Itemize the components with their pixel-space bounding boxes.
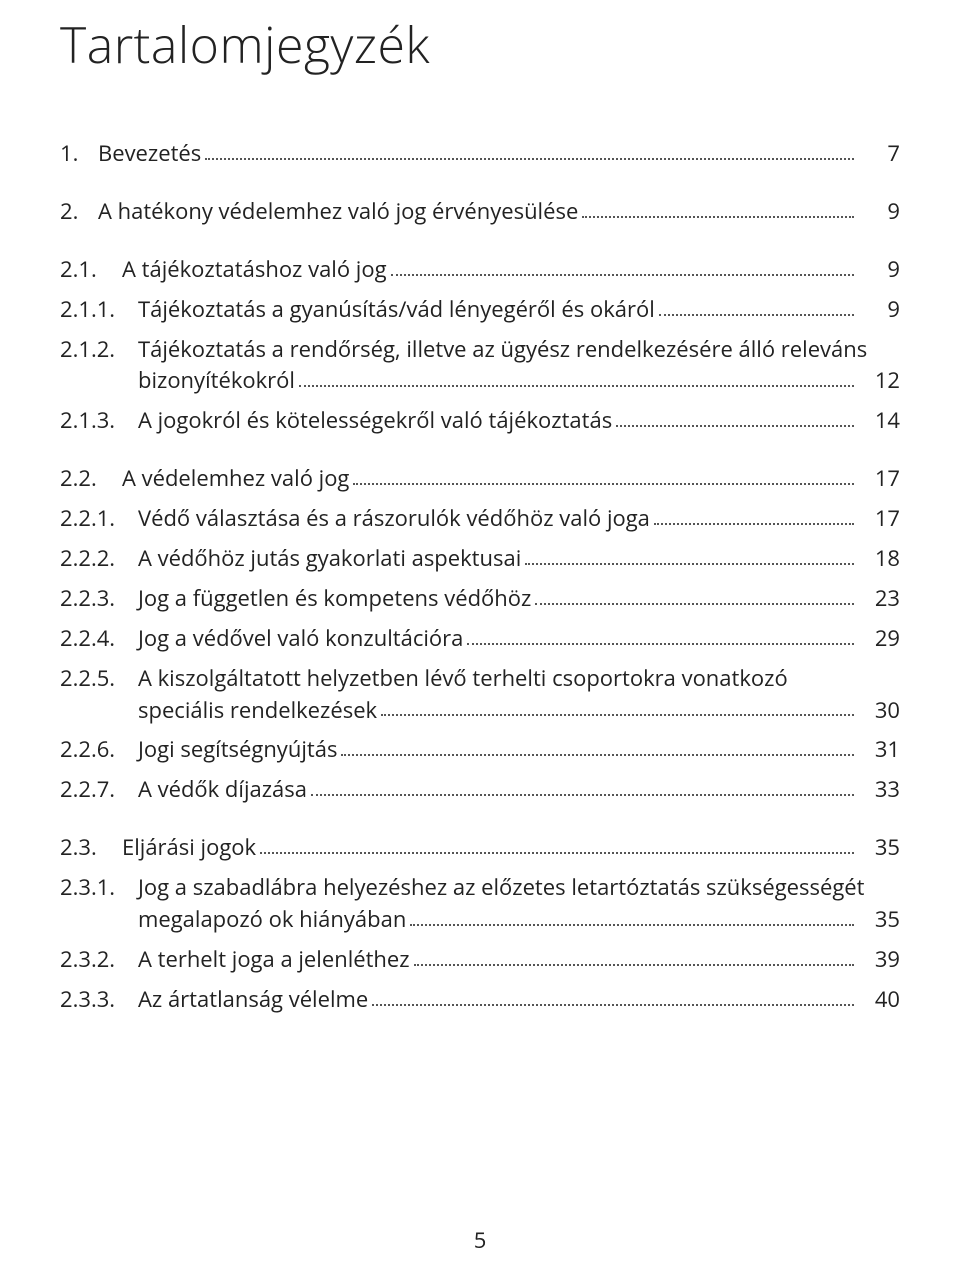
toc-entry-text-cont: bizonyítékokról <box>138 365 295 397</box>
toc-entry-number: 2.2.6. <box>60 734 138 766</box>
toc-entry-text: Bevezetés <box>98 138 201 170</box>
toc-entry-text: A terhelt joga a jelenléthez <box>138 944 410 976</box>
toc-entry-text: A védelemhez való jog <box>122 463 349 495</box>
toc-entry-text: A tájékoztatáshoz való jog <box>122 254 387 286</box>
toc-entry-text: Jog a védővel való konzultációra <box>138 623 463 655</box>
toc-entry-page: 14 <box>860 405 900 437</box>
toc-entry: 2.1.1.Tájékoztatás a gyanúsítás/vád lény… <box>60 294 900 326</box>
page-number-footer: 5 <box>0 1225 960 1255</box>
toc-entry-number: 2.2.4. <box>60 623 138 655</box>
toc-entry-number: 2.2.5. <box>60 663 138 695</box>
toc-entry-text: A védők díjazása <box>138 774 307 806</box>
toc-entry-page: 7 <box>860 138 900 170</box>
toc-entry-number: 1. <box>60 138 98 170</box>
toc-entry-page: 12 <box>860 365 900 397</box>
toc-entry-page: 40 <box>860 984 900 1016</box>
toc-entry: 1.Bevezetés 7 <box>60 138 900 170</box>
toc-entry-page: 9 <box>860 254 900 286</box>
page: Tartalomjegyzék 1.Bevezetés 7 2.A hatékony… <box>60 0 900 1016</box>
toc-entry: 2.2.2.A védőhöz jutás gyakorlati aspektu… <box>60 543 900 575</box>
toc-leader <box>582 216 854 218</box>
toc-entry-number: 2.2.1. <box>60 503 138 535</box>
table-of-contents: 1.Bevezetés 7 2.A hatékony védelemhez való… <box>60 138 900 1016</box>
toc-leader <box>616 425 854 427</box>
toc-entry-page: 35 <box>860 904 900 936</box>
toc-entry: 2.1.A tájékoztatáshoz való jog 9 <box>60 254 900 286</box>
toc-entry-page: 17 <box>860 463 900 495</box>
toc-entry: 2.3.3.Az ártatlanság vélelme 40 <box>60 984 900 1016</box>
toc-entry-text: Védő választása és a rászorulók védőhöz … <box>138 503 650 535</box>
toc-entry: 2.1.2.Tájékoztatás a rendőrség, illetve … <box>60 334 900 398</box>
toc-entry-number: 2.3.2. <box>60 944 138 976</box>
toc-entry-number: 2.3.1. <box>60 872 138 904</box>
toc-entry: 2.2.3.Jog a független és kompetens védőh… <box>60 583 900 615</box>
toc-entry-page: 23 <box>860 583 900 615</box>
toc-leader <box>311 794 854 796</box>
toc-leader <box>205 158 854 160</box>
toc-leader <box>372 1004 854 1006</box>
toc-entry-text: Az ártatlanság vélelme <box>138 984 368 1016</box>
toc-entry-number: 2.2.3. <box>60 583 138 615</box>
toc-entry-page: 31 <box>860 734 900 766</box>
toc-entry: 2.2.A védelemhez való jog 17 <box>60 463 900 495</box>
toc-entry-text: Eljárási jogok <box>122 832 256 864</box>
toc-entry: 2.3.1.Jog a szabadlábra helyezéshez az e… <box>60 872 900 936</box>
toc-leader <box>414 964 854 966</box>
toc-leader <box>341 754 854 756</box>
toc-entry-page: 18 <box>860 543 900 575</box>
toc-entry-page: 9 <box>860 294 900 326</box>
toc-entry-page: 30 <box>860 695 900 727</box>
toc-entry-page: 35 <box>860 832 900 864</box>
toc-entry-number: 2.1.2. <box>60 334 138 366</box>
toc-leader <box>381 714 854 716</box>
toc-entry-number: 2.3.3. <box>60 984 138 1016</box>
toc-entry-number: 2. <box>60 196 98 228</box>
toc-leader <box>659 314 854 316</box>
toc-entry-page: 9 <box>860 196 900 228</box>
toc-entry-text: Tájékoztatás a rendőrség, illetve az ügy… <box>138 334 867 366</box>
toc-entry: 2.A hatékony védelemhez való jog érvénye… <box>60 196 900 228</box>
toc-leader <box>353 483 854 485</box>
toc-entry-number: 2.2.2. <box>60 543 138 575</box>
toc-entry-number: 2.2. <box>60 463 122 495</box>
toc-entry: 2.2.4.Jog a védővel való konzultációra 29 <box>60 623 900 655</box>
toc-leader <box>535 603 854 605</box>
toc-leader <box>391 274 854 276</box>
toc-entry-text-cont: speciális rendelkezések <box>138 695 377 727</box>
toc-entry-text: Jog a független és kompetens védőhöz <box>138 583 531 615</box>
toc-entry: 2.3.2.A terhelt joga a jelenléthez 39 <box>60 944 900 976</box>
toc-entry: 2.1.3.A jogokról és kötelességekről való… <box>60 405 900 437</box>
toc-entry-text: A kiszolgáltatott helyzetben lévő terhel… <box>138 663 788 695</box>
toc-entry-number: 2.3. <box>60 832 122 864</box>
toc-entry: 2.3.Eljárási jogok 35 <box>60 832 900 864</box>
toc-entry-page: 33 <box>860 774 900 806</box>
toc-entry-number: 2.2.7. <box>60 774 138 806</box>
toc-entry-number: 2.1. <box>60 254 122 286</box>
toc-entry: 2.2.5.A kiszolgáltatott helyzetben lévő … <box>60 663 900 727</box>
toc-entry-page: 29 <box>860 623 900 655</box>
toc-leader <box>525 563 854 565</box>
page-title: Tartalomjegyzék <box>60 10 900 78</box>
toc-entry-text: Tájékoztatás a gyanúsítás/vád lényegéről… <box>138 294 655 326</box>
toc-entry: 2.2.1.Védő választása és a rászorulók vé… <box>60 503 900 535</box>
toc-leader <box>654 523 854 525</box>
toc-leader <box>260 852 854 854</box>
toc-entry: 2.2.6.Jogi segítségnyújtás 31 <box>60 734 900 766</box>
toc-entry-text: Jog a szabadlábra helyezéshez az előzete… <box>138 872 864 904</box>
toc-entry-text: A jogokról és kötelességekről való tájék… <box>138 405 612 437</box>
toc-entry-number: 2.1.1. <box>60 294 138 326</box>
toc-entry-page: 17 <box>860 503 900 535</box>
toc-entry-text-cont: megalapozó ok hiányában <box>138 904 406 936</box>
toc-leader <box>299 385 854 387</box>
toc-entry-page: 39 <box>860 944 900 976</box>
toc-entry-number: 2.1.3. <box>60 405 138 437</box>
toc-entry-text: Jogi segítségnyújtás <box>138 734 337 766</box>
toc-leader <box>467 643 854 645</box>
toc-leader <box>410 924 854 926</box>
toc-entry-text: A hatékony védelemhez való jog érvényesü… <box>98 196 578 228</box>
toc-entry: 2.2.7.A védők díjazása 33 <box>60 774 900 806</box>
toc-entry-text: A védőhöz jutás gyakorlati aspektusai <box>138 543 521 575</box>
